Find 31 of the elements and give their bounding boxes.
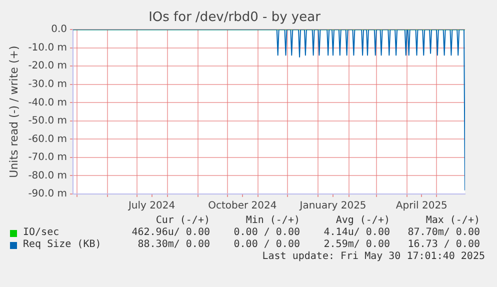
text: Max (-/+) [424, 215, 480, 227]
x-tick-label: April 2025 [396, 200, 448, 212]
y-tick-label: -20.0 m [28, 60, 67, 72]
y-tick-label: -50.0 m [28, 116, 67, 127]
text: 16.73 / 0.00 [406, 239, 480, 251]
y-tick-label: -30.0 m [28, 78, 67, 90]
text: 0.00 / 0.00 [232, 239, 300, 251]
legend-label: IO/sec [23, 227, 60, 239]
y-tick-label: -70.0 m [28, 152, 67, 164]
y-tick-label: -60.0 m [28, 134, 67, 145]
y-tick-label: -90.0 m [28, 188, 67, 200]
x-tick-label: January 2025 [298, 200, 366, 212]
y-axis-title: Units read (-) / write (+) [7, 46, 20, 178]
chart-title: IOs for /dev/rbd0 - by year [148, 10, 322, 26]
text: 88.30m/ 0.00 [136, 239, 210, 251]
text: 0.00 / 0.00 [232, 227, 300, 239]
y-tick-label: -40.0 m [28, 97, 67, 108]
text: Avg (-/+) [334, 215, 390, 227]
y-tick-label: -80.0 m [28, 170, 67, 182]
text: 2.59m/ 0.00 [322, 239, 390, 251]
y-tick-label: -10.0 m [28, 42, 67, 54]
x-tick-label: July 2024 [127, 200, 176, 212]
text: Cur (-/+) [154, 215, 210, 227]
legend-label: Req Size (KB) [23, 239, 102, 251]
text: 462.96u/ 0.00 [130, 227, 210, 239]
text: 4.14u/ 0.00 [322, 227, 390, 239]
text: Min (-/+) [244, 215, 300, 227]
x-tick-label: October 2024 [208, 200, 277, 212]
text: 87.70m/ 0.00 [406, 227, 480, 239]
text: Last update: Fri May 30 17:01:40 2025 [261, 251, 485, 263]
y-tick-label: 0.0 [51, 24, 67, 36]
